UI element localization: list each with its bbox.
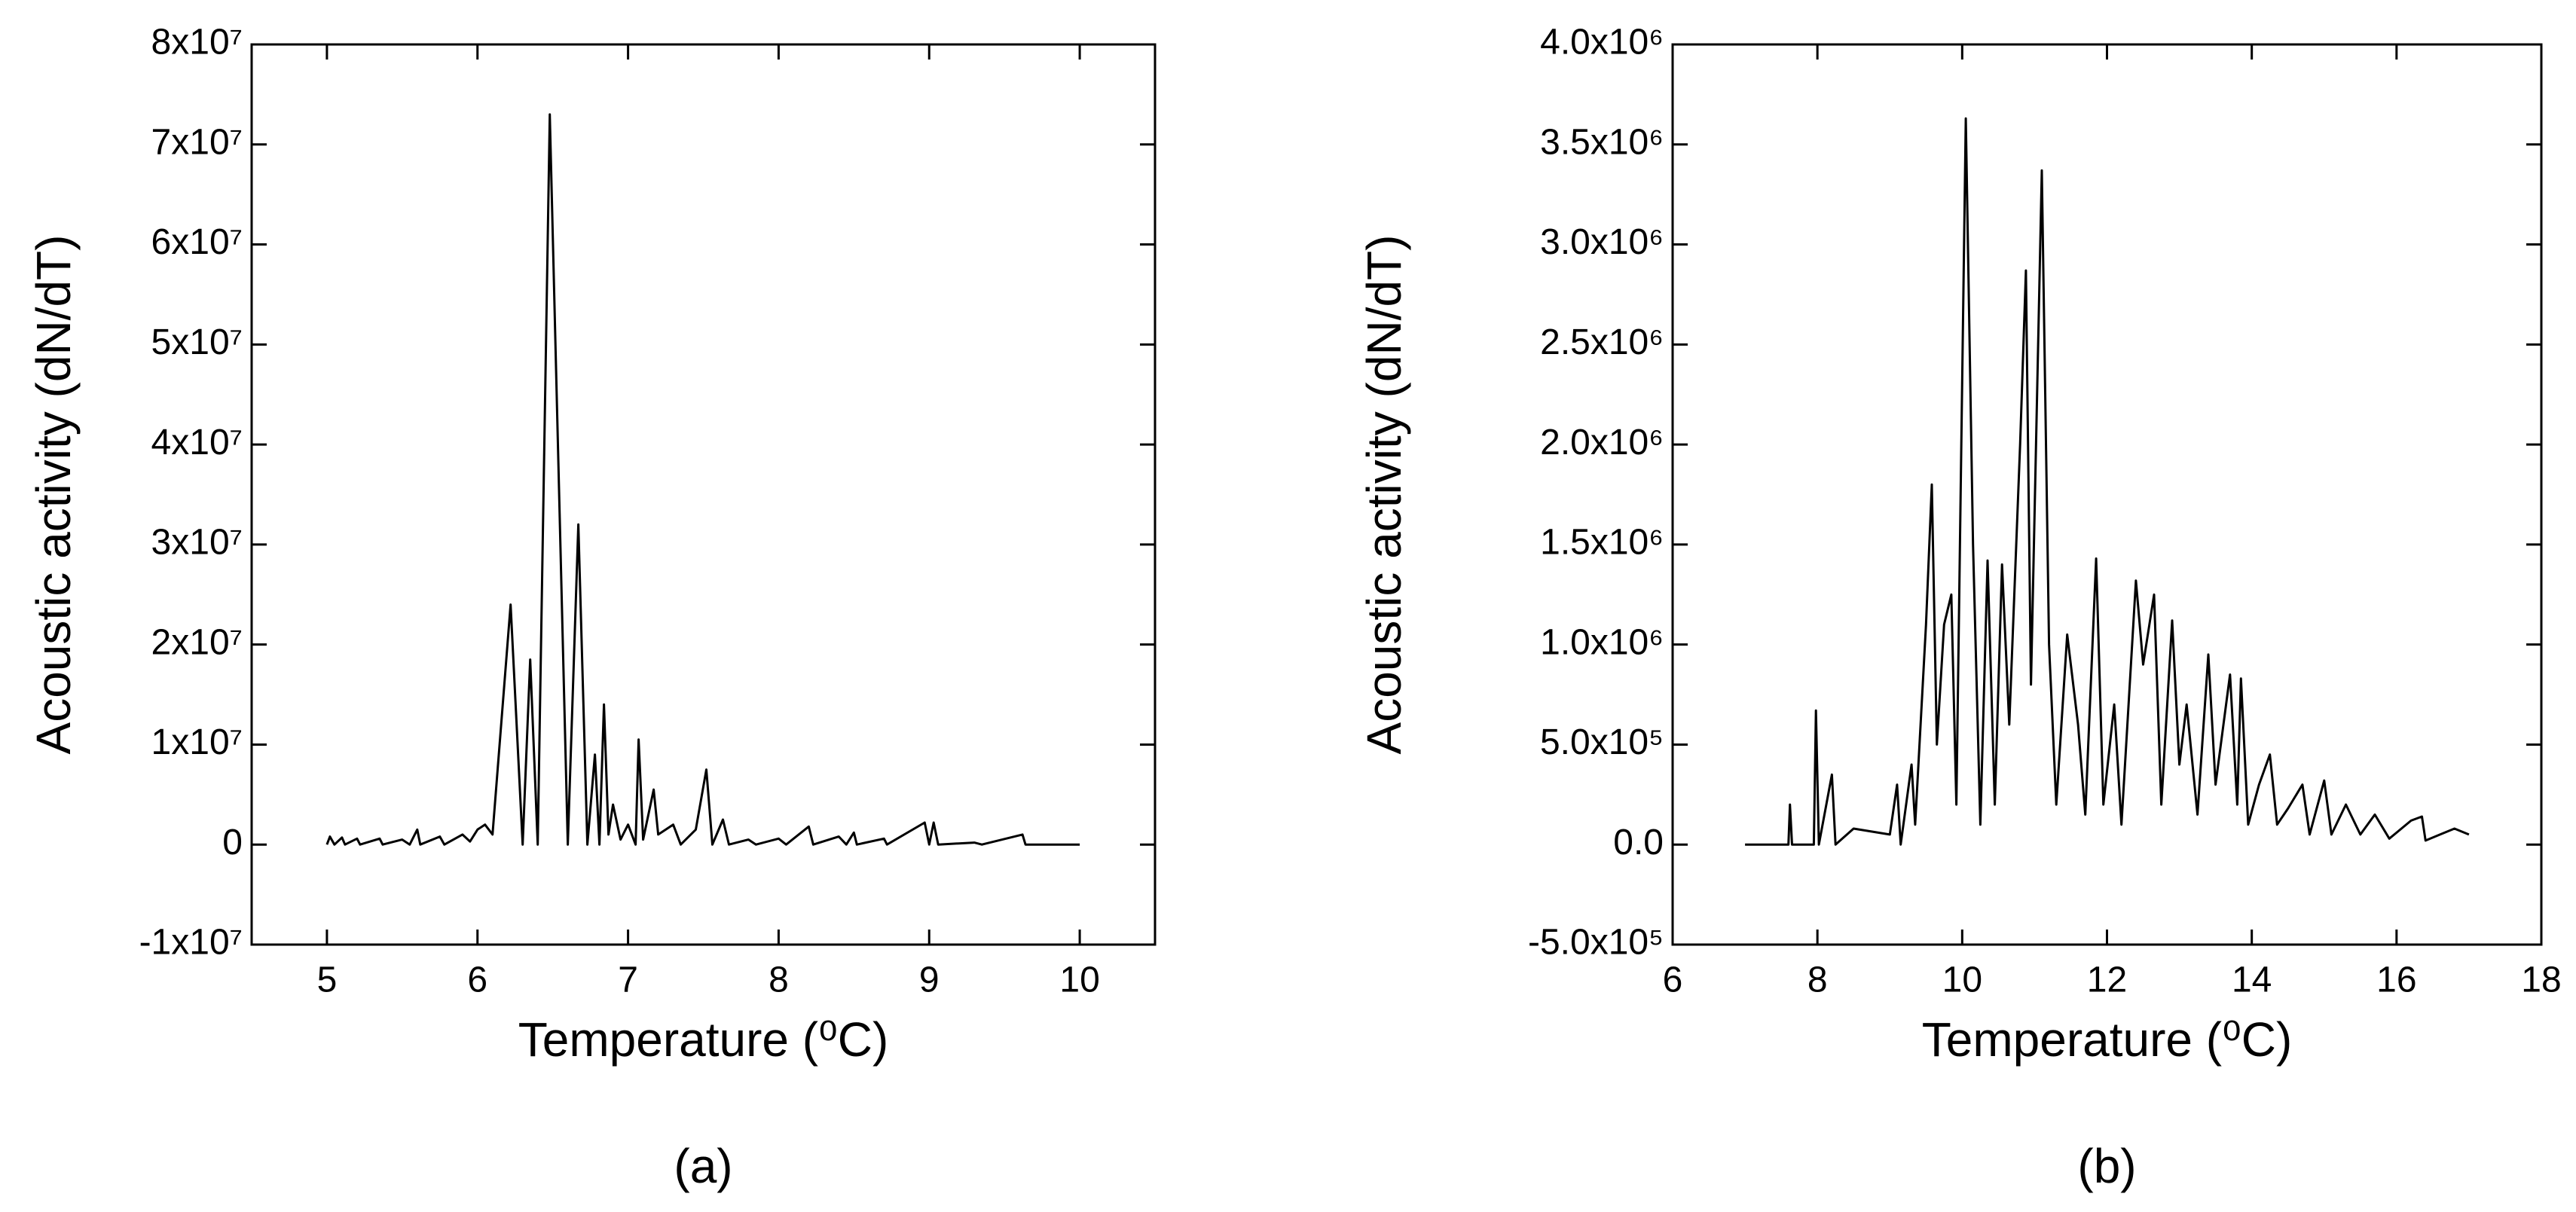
x-tick-label: 5 xyxy=(317,960,338,1000)
caption: (a) xyxy=(674,1139,732,1193)
y-tick-label: 1.5x10⁶ xyxy=(1540,523,1664,563)
x-tick-label: 14 xyxy=(2232,960,2272,1000)
x-tick-label: 10 xyxy=(1942,960,1982,1000)
y-tick-label: 5.0x10⁵ xyxy=(1540,722,1664,762)
y-tick-label: -1x10⁷ xyxy=(139,923,243,963)
x-tick-label: 10 xyxy=(1059,960,1099,1000)
data-line xyxy=(325,113,1080,846)
y-tick-label: 3.0x10⁶ xyxy=(1540,222,1664,262)
y-tick-label: 1.0x10⁶ xyxy=(1540,622,1664,662)
x-tick-label: 8 xyxy=(769,960,789,1000)
x-tick-label: 8 xyxy=(1807,960,1828,1000)
x-tick-label: 16 xyxy=(2376,960,2416,1000)
y-tick-label: 7x10⁷ xyxy=(151,122,243,162)
y-tick-label: 6x10⁷ xyxy=(151,222,243,262)
y-tick-label: -5.0x10⁵ xyxy=(1528,923,1664,963)
y-tick-label: 0.0 xyxy=(1613,823,1664,862)
x-tick-label: 18 xyxy=(2521,960,2561,1000)
y-axis-label: Acoustic activity (dN/dT) xyxy=(26,235,81,755)
y-tick-label: 1x10⁷ xyxy=(151,722,243,762)
y-tick-label: 3.5x10⁶ xyxy=(1540,122,1664,162)
y-tick-label: 2.0x10⁶ xyxy=(1540,423,1664,463)
plot-frame xyxy=(1671,43,2543,946)
x-axis-label: Temperature (⁰C) xyxy=(518,1012,889,1067)
plot-frame xyxy=(250,43,1157,946)
x-tick-label: 6 xyxy=(1663,960,1683,1000)
y-tick-label: 8x10⁷ xyxy=(151,23,243,63)
y-axis-label: Acoustic activity (dN/dT) xyxy=(1357,235,1411,755)
y-tick-label: 2.5x10⁶ xyxy=(1540,322,1664,362)
y-tick-label: 5x10⁷ xyxy=(151,322,243,362)
y-tick-label: 0 xyxy=(222,823,243,862)
caption: (b) xyxy=(2077,1139,2136,1193)
y-tick-label: 2x10⁷ xyxy=(151,622,243,662)
x-tick-label: 6 xyxy=(467,960,487,1000)
y-tick-label: 3x10⁷ xyxy=(151,523,243,563)
data-line xyxy=(1745,117,2470,846)
y-tick-label: 4x10⁷ xyxy=(151,423,243,463)
x-axis-label: Temperature (⁰C) xyxy=(1922,1012,2293,1067)
x-tick-label: 7 xyxy=(618,960,638,1000)
x-tick-label: 9 xyxy=(919,960,940,1000)
x-tick-label: 12 xyxy=(2087,960,2127,1000)
y-tick-label: 4.0x10⁶ xyxy=(1540,23,1664,63)
